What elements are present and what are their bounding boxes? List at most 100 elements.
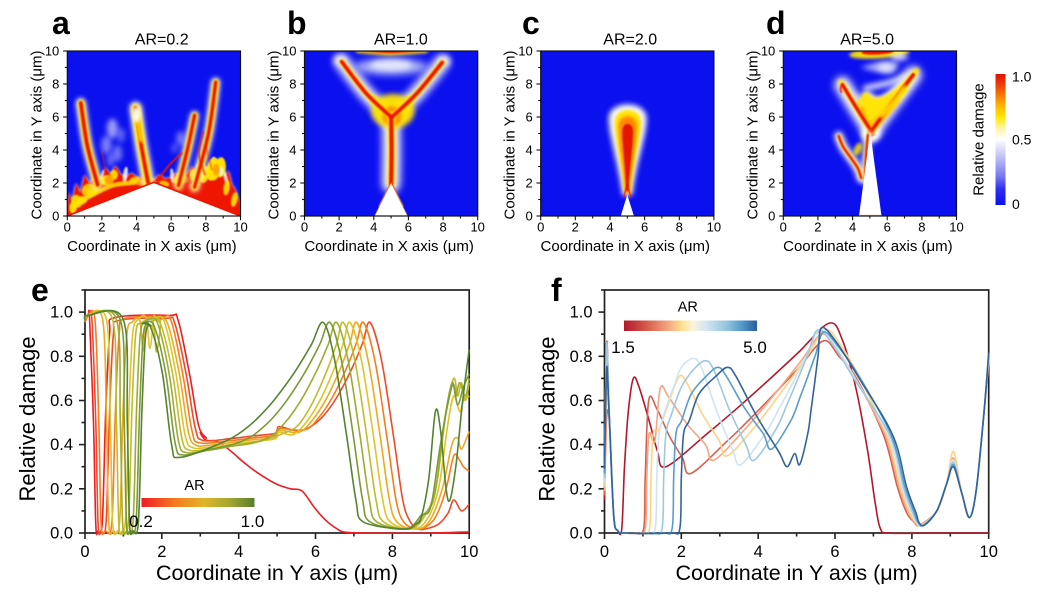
svg-text:0.0: 0.0: [570, 525, 593, 543]
svg-text:Coordinate in X axis (μm): Coordinate in X axis (μm): [541, 238, 711, 255]
svg-text:2: 2: [768, 176, 775, 191]
svg-text:0: 0: [289, 209, 296, 224]
svg-text:AR: AR: [184, 478, 204, 494]
svg-text:c: c: [522, 5, 540, 41]
svg-text:6: 6: [168, 220, 175, 235]
svg-text:0.2: 0.2: [570, 480, 593, 498]
svg-text:4: 4: [606, 220, 613, 235]
svg-text:Coordinate in X axis (μm): Coordinate in X axis (μm): [304, 238, 474, 255]
svg-text:8: 8: [768, 77, 775, 92]
svg-text:0: 0: [64, 220, 71, 235]
svg-text:0.8: 0.8: [570, 348, 593, 366]
svg-text:6: 6: [52, 110, 59, 125]
svg-text:6: 6: [289, 110, 296, 125]
svg-text:5.0: 5.0: [743, 338, 767, 357]
svg-text:Coordinate in Y axis (μm): Coordinate in Y axis (μm): [744, 51, 761, 220]
svg-text:2: 2: [525, 176, 532, 191]
svg-text:b: b: [287, 5, 307, 41]
svg-text:0: 0: [780, 220, 787, 235]
svg-text:8: 8: [52, 77, 59, 92]
svg-text:2: 2: [289, 176, 296, 191]
svg-text:2: 2: [814, 220, 821, 235]
svg-text:Coordinate in X axis (μm): Coordinate in X axis (μm): [67, 238, 237, 255]
svg-text:AR=5.0: AR=5.0: [840, 32, 894, 49]
svg-text:4: 4: [133, 220, 140, 235]
svg-text:6: 6: [311, 543, 320, 561]
svg-text:4: 4: [525, 143, 532, 158]
svg-text:4: 4: [289, 143, 296, 158]
svg-text:AR: AR: [678, 300, 698, 316]
svg-text:4: 4: [370, 220, 377, 235]
svg-text:10: 10: [980, 543, 998, 561]
svg-text:Coordinate in Y axis (μm): Coordinate in Y axis (μm): [266, 51, 283, 220]
svg-text:AR=1.0: AR=1.0: [374, 32, 428, 49]
svg-text:10: 10: [45, 44, 59, 59]
svg-text:0: 0: [525, 209, 532, 224]
svg-text:10: 10: [949, 220, 963, 235]
svg-text:8: 8: [918, 220, 925, 235]
svg-text:0: 0: [301, 220, 308, 235]
svg-text:8: 8: [439, 220, 446, 235]
svg-text:0.0: 0.0: [50, 525, 73, 543]
svg-text:0.6: 0.6: [50, 392, 73, 410]
svg-text:Relative damage: Relative damage: [15, 336, 40, 501]
svg-text:AR=2.0: AR=2.0: [603, 32, 657, 49]
svg-text:2: 2: [572, 220, 579, 235]
svg-text:1.0: 1.0: [1012, 69, 1032, 85]
svg-text:0.4: 0.4: [570, 436, 593, 454]
svg-text:Relative damage: Relative damage: [971, 83, 988, 196]
svg-text:2: 2: [335, 220, 342, 235]
svg-text:0: 0: [768, 209, 775, 224]
svg-text:0.6: 0.6: [570, 392, 593, 410]
svg-text:10: 10: [707, 220, 721, 235]
svg-text:Coordinate in Y axis (μm): Coordinate in Y axis (μm): [28, 50, 45, 219]
svg-text:0.2: 0.2: [129, 512, 153, 531]
svg-text:0.8: 0.8: [50, 348, 73, 366]
svg-text:Coordinate in X axis (μm): Coordinate in X axis (μm): [783, 238, 953, 255]
svg-text:0.2: 0.2: [50, 480, 73, 498]
svg-text:6: 6: [768, 110, 775, 125]
svg-text:a: a: [52, 5, 70, 41]
svg-text:4: 4: [234, 543, 243, 561]
svg-text:8: 8: [676, 220, 683, 235]
svg-text:d: d: [766, 5, 786, 41]
svg-text:Coordinate in Y axis (μm): Coordinate in Y axis (μm): [156, 561, 398, 585]
svg-text:1.0: 1.0: [50, 304, 73, 322]
svg-text:8: 8: [907, 543, 916, 561]
svg-text:10: 10: [761, 44, 775, 59]
svg-text:4: 4: [52, 143, 59, 158]
svg-text:0: 0: [537, 220, 544, 235]
svg-text:0: 0: [600, 543, 609, 561]
svg-text:10: 10: [460, 543, 478, 561]
svg-text:4: 4: [768, 143, 775, 158]
svg-text:6: 6: [884, 220, 891, 235]
svg-text:Coordinate in Y axis (μm): Coordinate in Y axis (μm): [502, 51, 519, 220]
svg-text:2: 2: [677, 543, 686, 561]
svg-text:8: 8: [202, 220, 209, 235]
svg-text:1.5: 1.5: [611, 338, 635, 357]
svg-text:6: 6: [830, 543, 839, 561]
svg-text:10: 10: [470, 220, 484, 235]
svg-text:2: 2: [98, 220, 105, 235]
svg-text:10: 10: [518, 44, 532, 59]
svg-text:2: 2: [52, 176, 59, 191]
svg-text:6: 6: [405, 220, 412, 235]
svg-text:Relative damage: Relative damage: [535, 336, 560, 501]
svg-text:6: 6: [525, 110, 532, 125]
svg-text:4: 4: [754, 543, 763, 561]
svg-text:f: f: [551, 272, 562, 308]
svg-text:e: e: [31, 272, 49, 308]
svg-text:8: 8: [388, 543, 397, 561]
svg-text:0.5: 0.5: [1012, 132, 1032, 148]
svg-text:6: 6: [641, 220, 648, 235]
svg-text:10: 10: [233, 220, 247, 235]
svg-text:0: 0: [52, 209, 59, 224]
svg-text:0.4: 0.4: [50, 436, 73, 454]
svg-text:AR=0.2: AR=0.2: [135, 32, 189, 49]
svg-text:2: 2: [157, 543, 166, 561]
svg-text:Coordinate in Y axis (μm): Coordinate in Y axis (μm): [675, 561, 917, 585]
svg-text:1.0: 1.0: [570, 304, 593, 322]
svg-text:4: 4: [849, 220, 856, 235]
svg-text:0: 0: [1012, 196, 1020, 212]
svg-text:10: 10: [282, 44, 296, 59]
